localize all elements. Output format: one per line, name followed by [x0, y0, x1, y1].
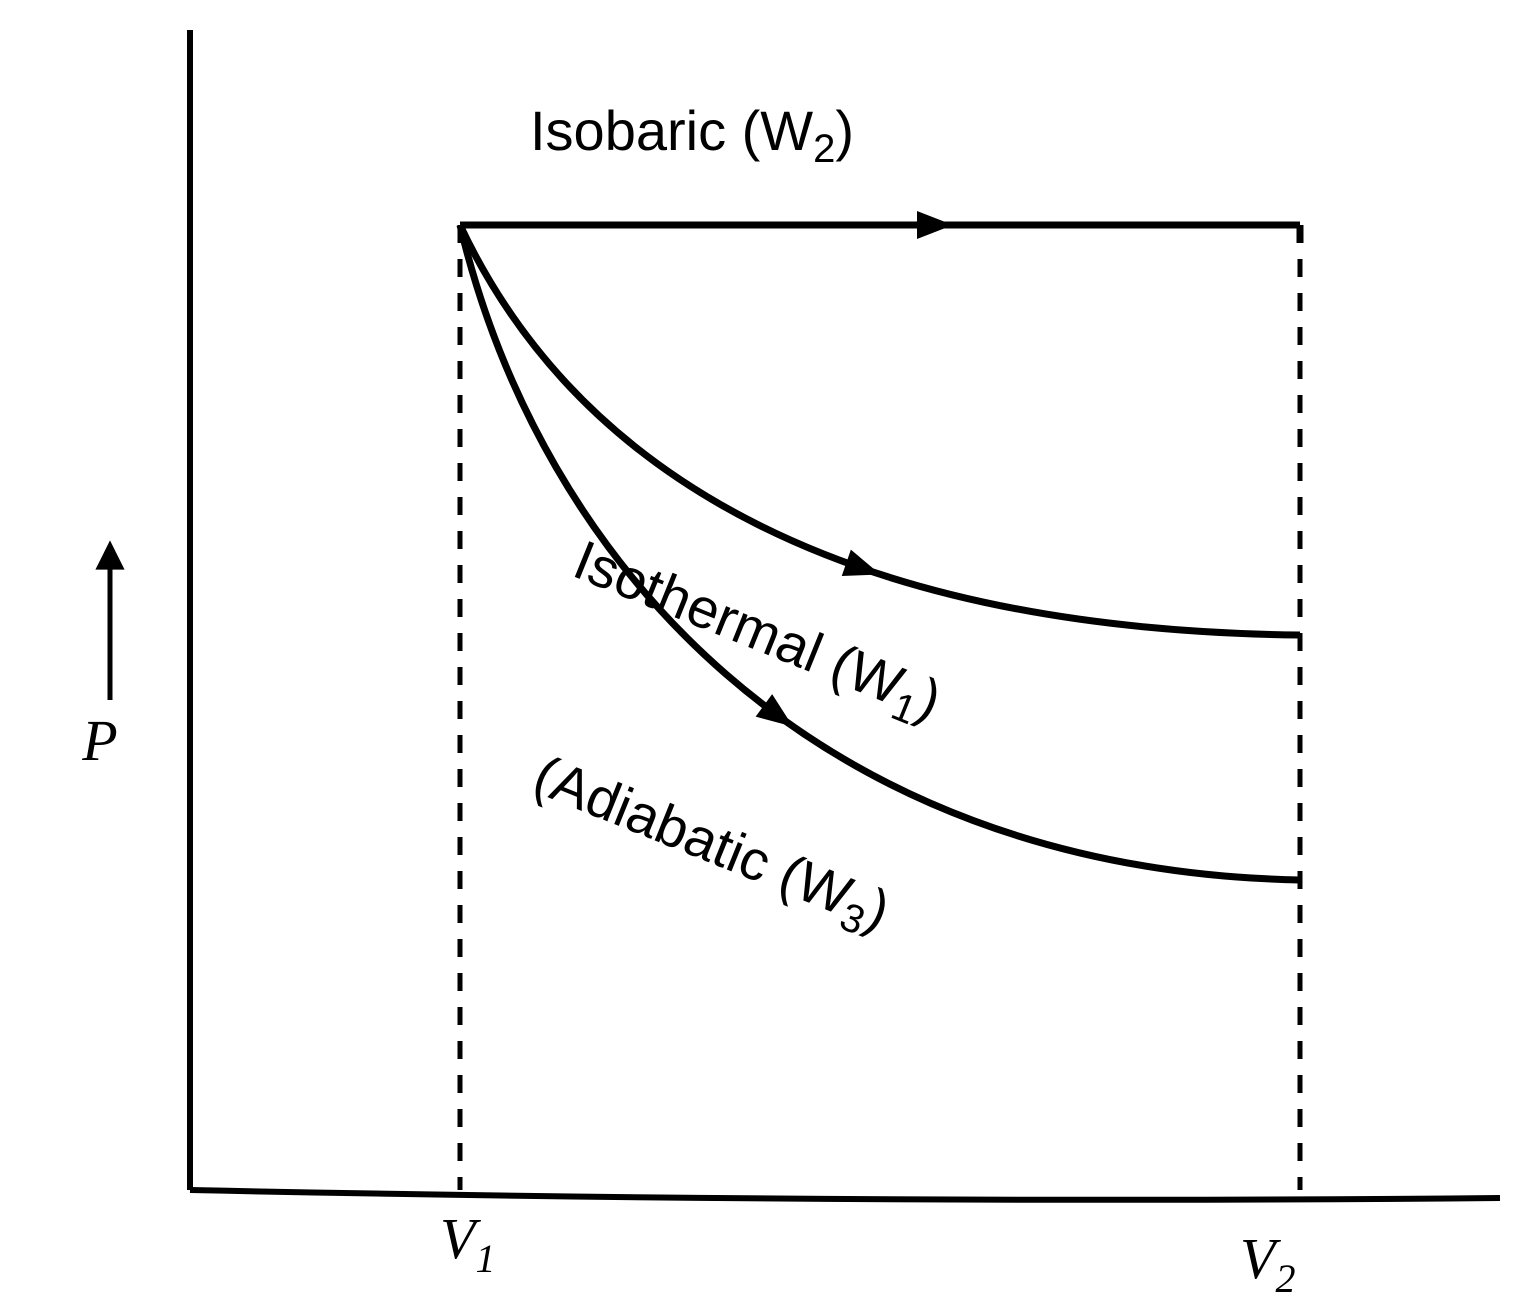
y-axis-label: P	[81, 708, 117, 773]
x-tick-label: V2	[1240, 1226, 1295, 1301]
direction-arrow	[917, 211, 953, 239]
adiabatic-label: (Adiabatic (W3)	[522, 743, 899, 951]
chart-svg: P V1 V2 Isobaric (W2) Isothermal (W1)(Adiaba…	[0, 0, 1534, 1304]
direction-arrow	[842, 550, 885, 588]
isobaric-label: Isobaric (W2)	[530, 99, 854, 171]
x-tick-label: V1	[440, 1206, 495, 1281]
pv-diagram: P V1 V2 Isobaric (W2) Isothermal (W1)(Adiaba…	[0, 0, 1534, 1304]
isothermal-label: Isothermal (W1)	[562, 528, 950, 741]
